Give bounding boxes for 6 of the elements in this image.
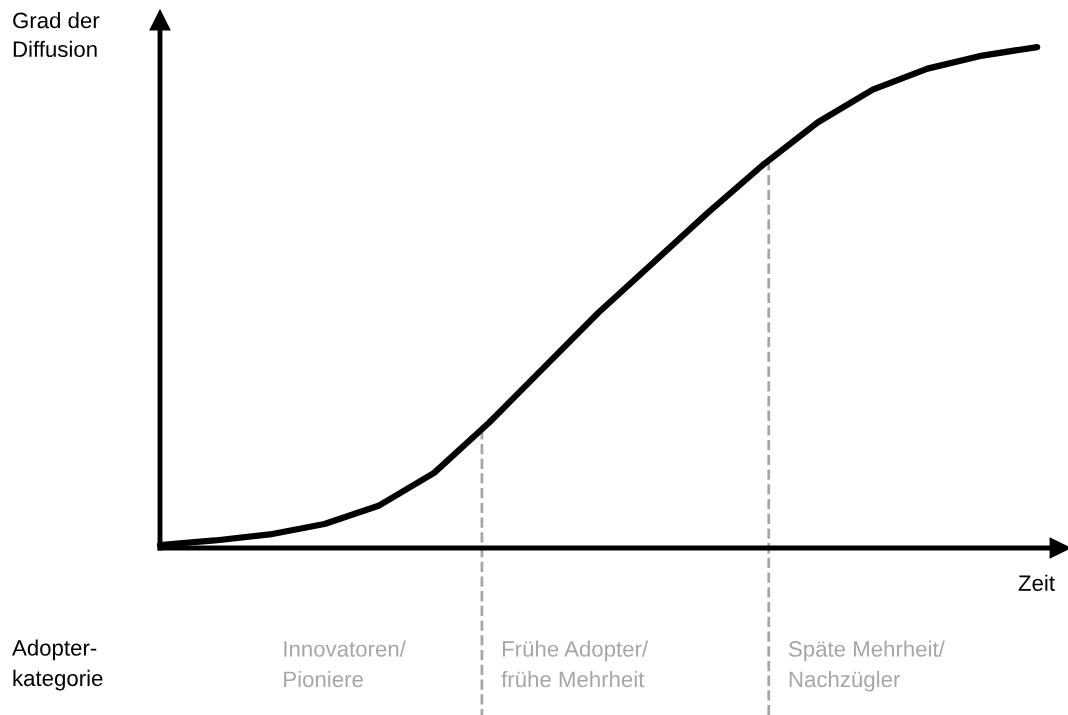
x-axis-title: Zeit <box>1018 574 1055 591</box>
text: Frühe Adopter/ frühe Mehrheit <box>501 640 649 688</box>
text: Innovatoren/ Pioniere <box>284 640 406 688</box>
y-axis-title: Grad der Diffusion <box>13 12 100 58</box>
text: Späte Mehrheit/ Nachzügler <box>788 640 945 692</box>
text: Adopter- kategorie <box>12 639 103 691</box>
